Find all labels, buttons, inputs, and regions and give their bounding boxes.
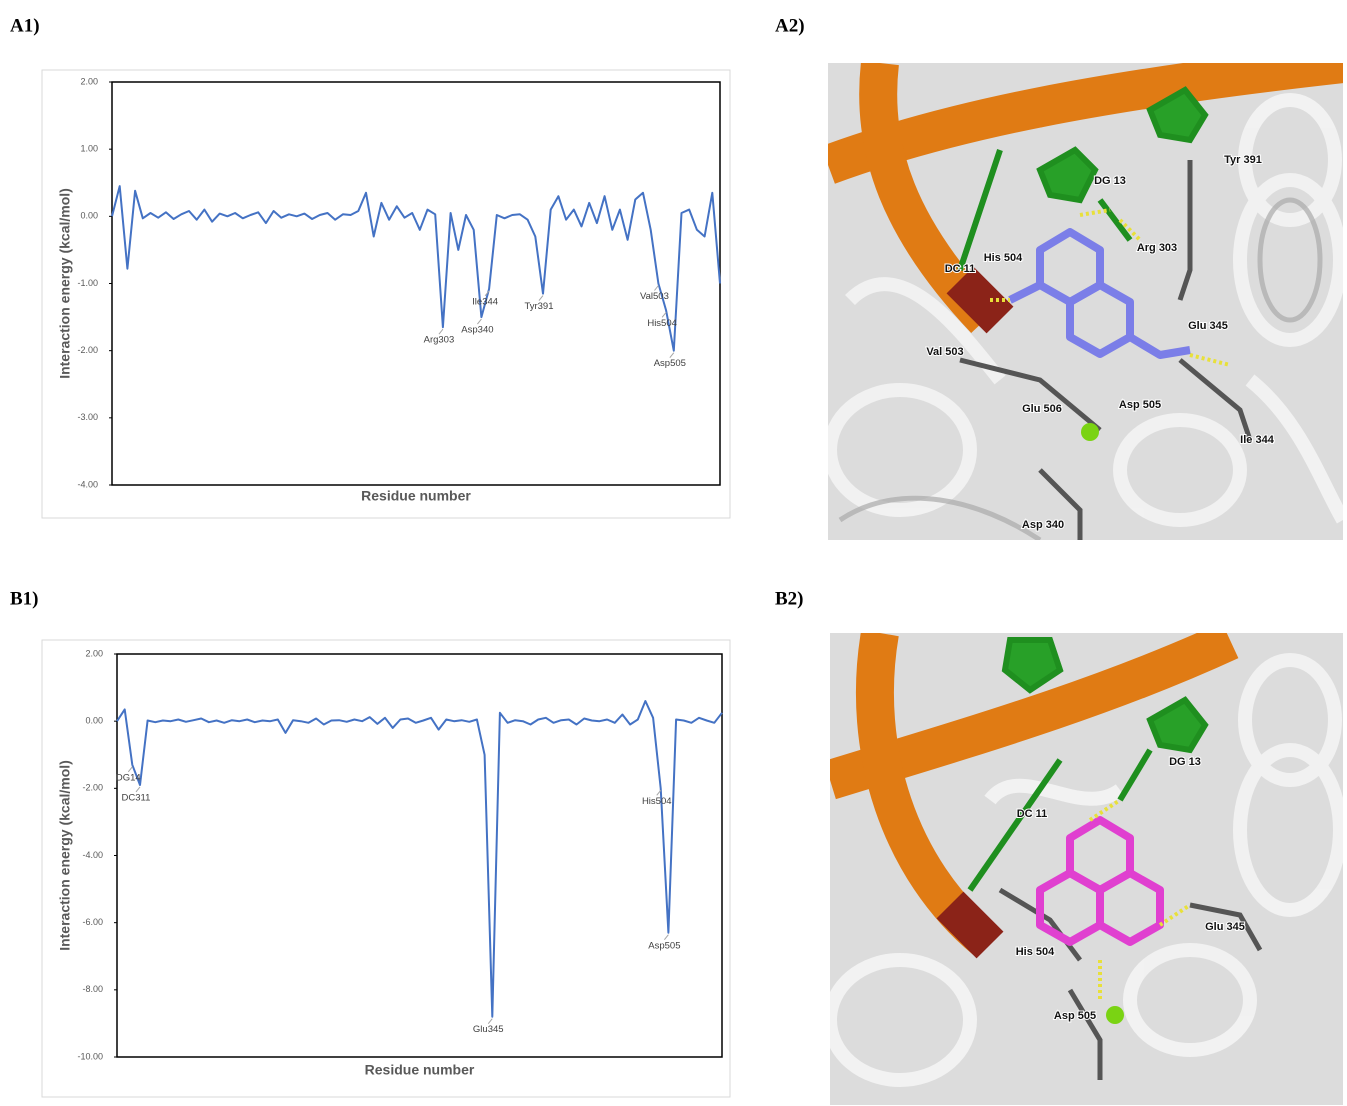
annotation: Asp505 [648,940,680,951]
panel-label: A1) [10,15,40,36]
structure-image [830,633,1343,1105]
annotation-leader [477,318,482,325]
structure-image [828,63,1343,540]
plot-frame [111,81,721,486]
annotation-leader [661,312,667,318]
annotation-leader [654,285,659,291]
annotation-leader [484,290,490,297]
annotation: Glu345 [473,1024,504,1035]
annotation-leader [664,934,669,941]
residue-label: Asp 340 [1022,519,1064,531]
y-axis-title: Interaction energy (kcal/mol) [57,188,73,379]
annotation-leader [135,786,141,793]
residue-label: His 504 [984,252,1023,264]
residue-label: DG 13 [1094,175,1126,187]
residue-label: DC 11 [945,263,976,275]
y-tick-label: -6.00 [82,917,103,927]
annotation: Asp505 [654,358,686,369]
y-tick-label: -3.00 [77,412,98,422]
annotation-leader [438,328,444,335]
annotation: Tyr391 [524,301,553,312]
residue-label: Glu 506 [1022,403,1062,415]
residue-label: Tyr 391 [1224,154,1262,166]
x-axis-title: Residue number [361,488,471,504]
residue-label: Glu 345 [1188,320,1228,332]
residue-label: Asp 505 [1119,399,1161,411]
y-tick-label: 0.00 [85,716,103,726]
annotation: DG14 [116,772,141,783]
residue-label: DG 13 [1169,756,1201,768]
plot-frame [116,653,723,1058]
residue-label: Asp 505 [1054,1010,1096,1022]
y-tick-label: -4.00 [77,479,98,489]
annotation-leader [127,766,133,773]
residue-label: Arg 303 [1137,242,1177,254]
annotation: Arg303 [424,335,455,346]
y-tick-label: -10.00 [77,1051,103,1061]
y-axis-title: Interaction energy (kcal/mol) [57,760,73,951]
panel-label: A2) [775,15,805,36]
data-line [116,700,723,1018]
residue-label: Glu 345 [1205,921,1245,933]
annotation-leader [669,352,675,358]
y-tick-label: -1.00 [77,278,98,288]
y-tick-label: -2.00 [82,783,103,793]
panel-label: B2) [775,588,804,609]
y-tick-label: -4.00 [82,850,103,860]
chart-border [41,69,731,519]
y-tick-label: 2.00 [85,648,103,658]
annotation-leader [487,1018,493,1025]
y-tick-label: -8.00 [82,984,103,994]
annotation: DC311 [122,792,151,803]
chart-border [41,639,731,1098]
annotation: Asp340 [461,325,493,336]
annotation: Val503 [640,291,669,302]
y-tick-label: 1.00 [80,144,98,154]
residue-label: Ile 344 [1240,434,1275,446]
y-tick-label: -2.00 [77,345,98,355]
residue-label: Val 503 [926,346,963,358]
annotation-leader [538,295,544,301]
y-tick-label: 0.00 [80,211,98,221]
annotation: His504 [642,796,672,807]
x-axis-title: Residue number [365,1062,475,1078]
annotation-leader [656,790,662,796]
annotation: Ile344 [472,296,498,307]
y-tick-label: 2.00 [80,76,98,86]
data-line [111,185,721,352]
annotation: His504 [647,318,677,329]
panel-label: B1) [10,588,39,609]
residue-label: His 504 [1016,946,1055,958]
residue-label: DC 11 [1017,808,1048,820]
